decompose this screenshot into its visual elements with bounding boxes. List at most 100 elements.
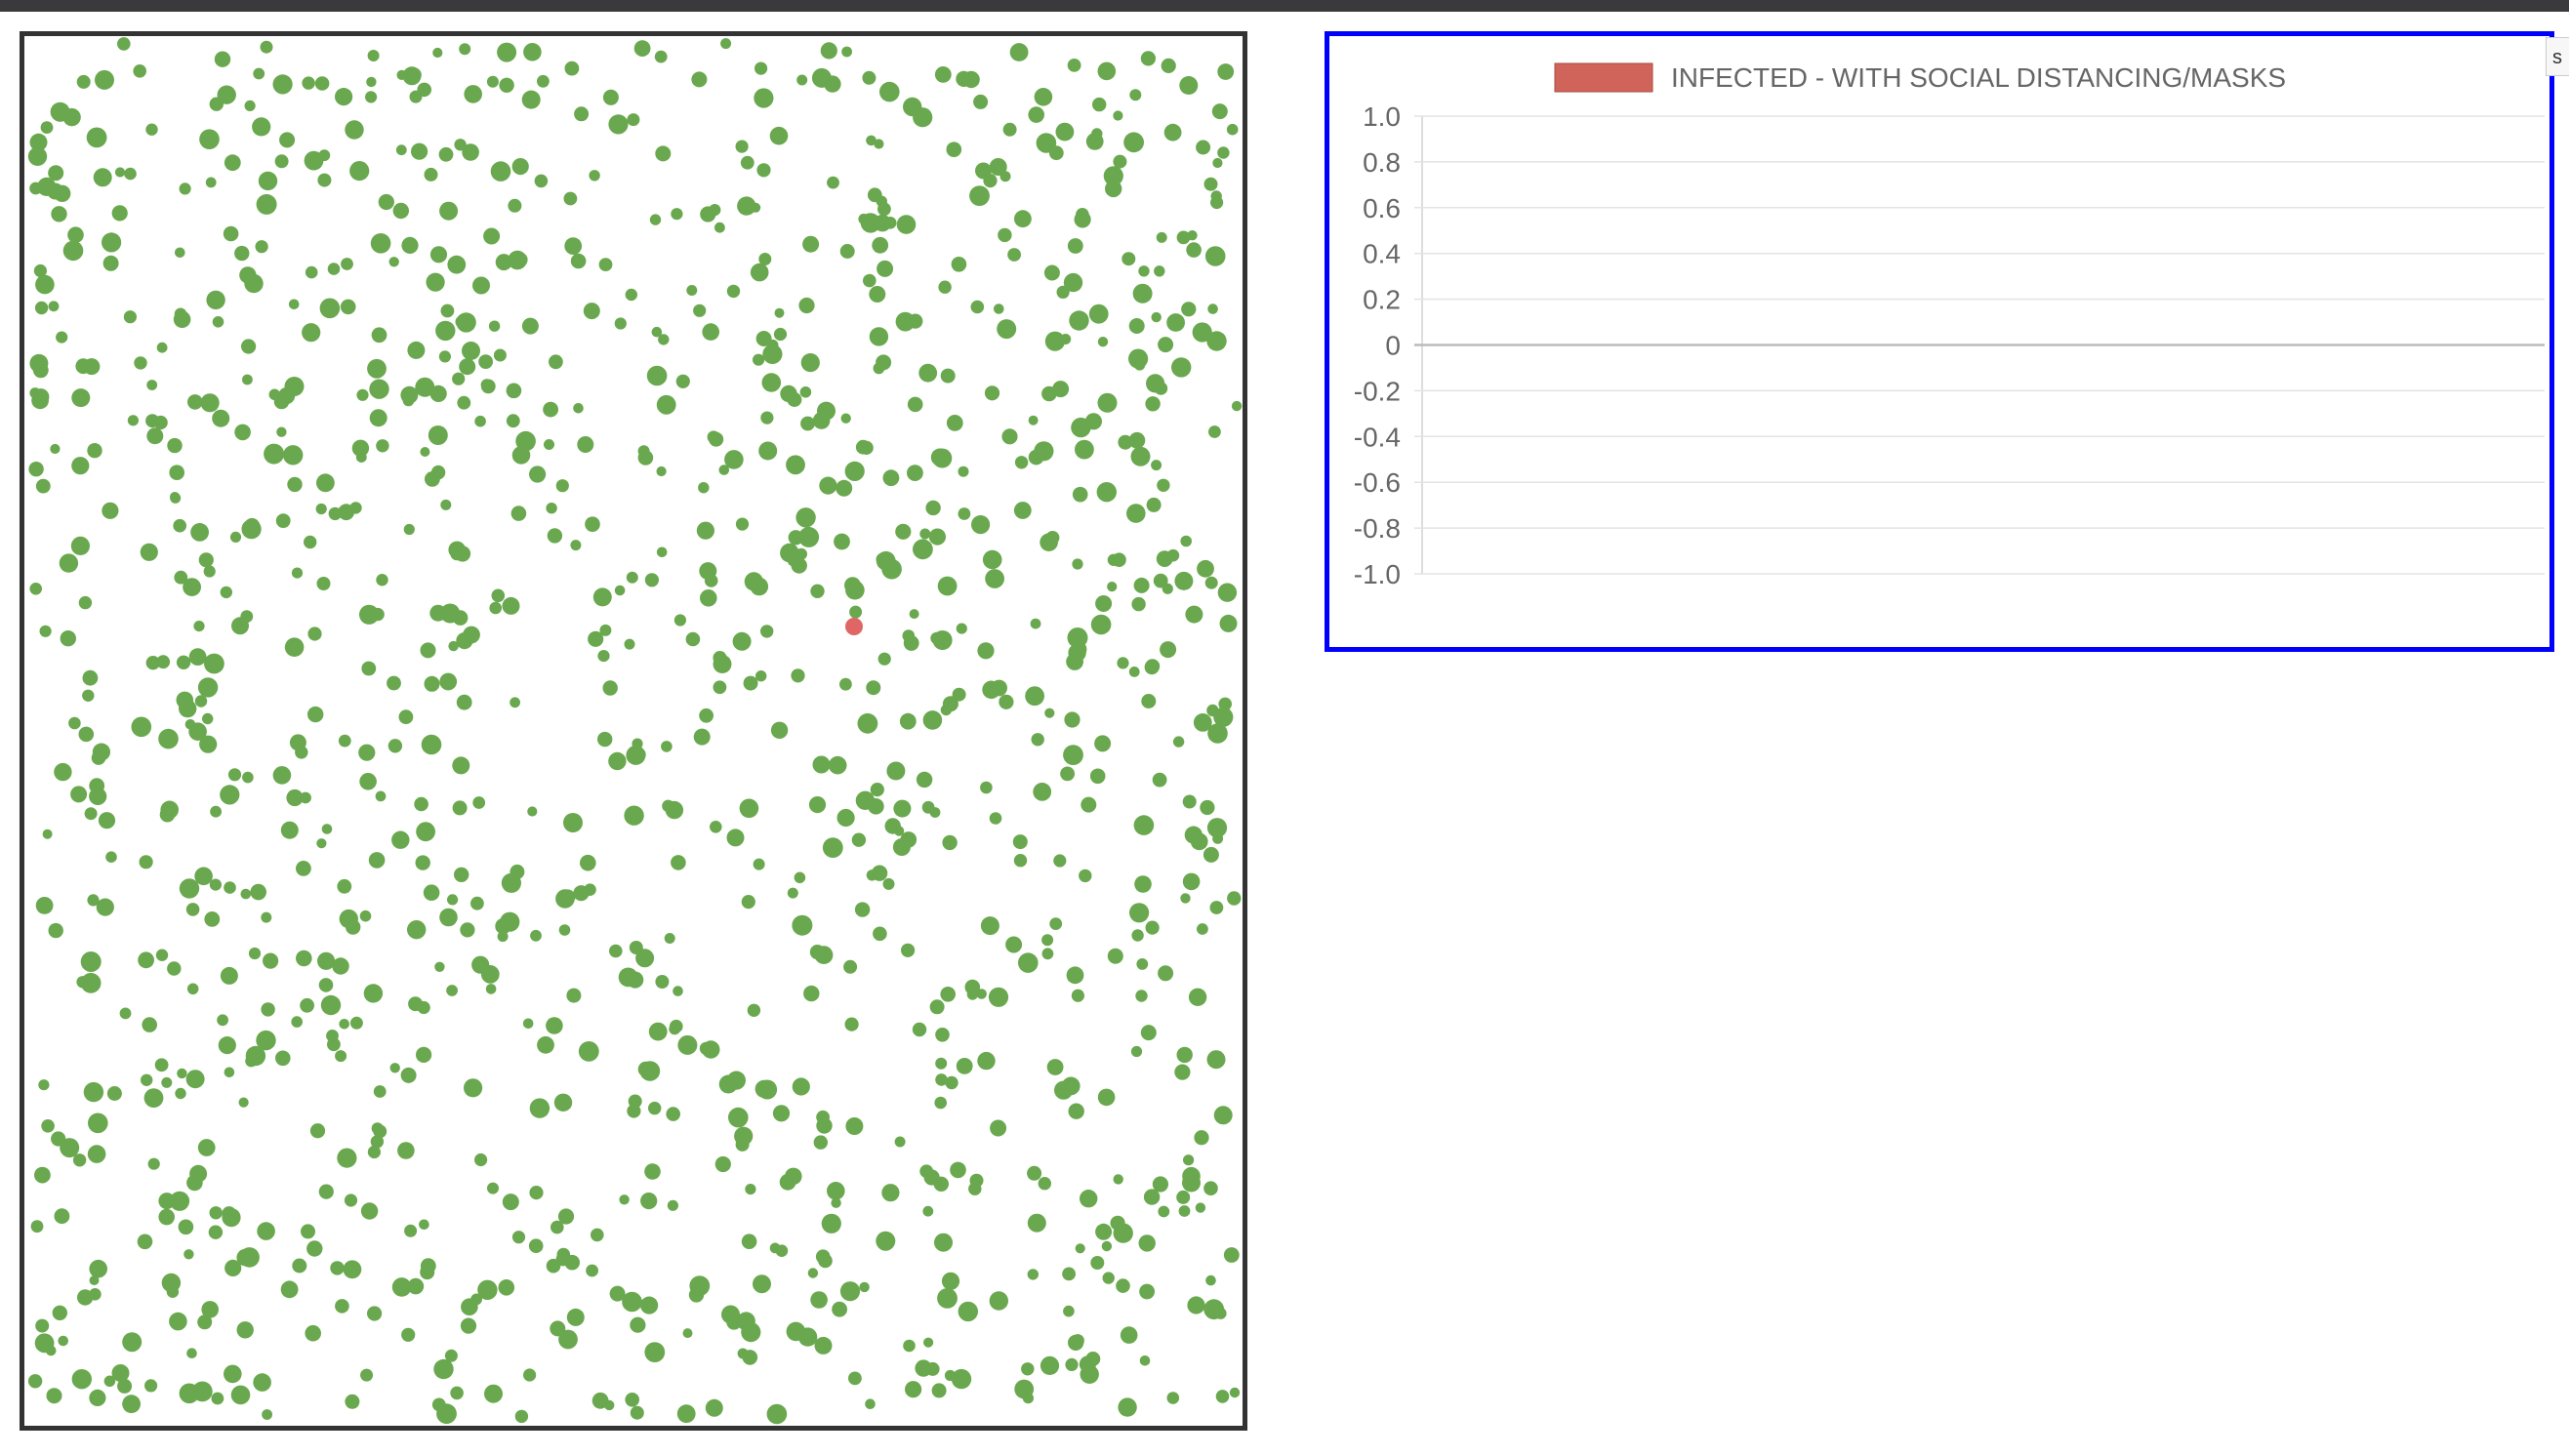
healthy-person-dot: [71, 1369, 92, 1390]
healthy-person-dot: [1129, 903, 1150, 923]
healthy-person-dot: [227, 768, 242, 782]
healthy-person-dot: [549, 354, 563, 370]
offscreen-control[interactable]: s: [2546, 37, 2569, 76]
healthy-person-dot: [989, 812, 1002, 825]
healthy-person-dot: [831, 1197, 841, 1208]
healthy-person-dot: [245, 1055, 258, 1068]
healthy-person-dot: [839, 244, 855, 259]
healthy-person-dot: [933, 1176, 949, 1193]
healthy-person-dot: [555, 479, 569, 493]
healthy-person-dot: [1133, 815, 1155, 835]
healthy-person-dot: [654, 50, 668, 63]
healthy-person-dot: [1152, 1176, 1168, 1193]
healthy-person-dot: [343, 1260, 362, 1279]
healthy-person-dot: [1135, 990, 1148, 1002]
healthy-person-dot: [705, 1398, 723, 1417]
healthy-person-dot: [158, 1208, 175, 1226]
healthy-person-dot: [89, 1288, 102, 1301]
healthy-person-dot: [989, 1291, 1008, 1311]
healthy-person-dot: [367, 50, 380, 61]
healthy-person-dot: [420, 1258, 436, 1274]
healthy-person-dot: [143, 1088, 164, 1108]
healthy-person-dot: [229, 531, 242, 543]
healthy-person-dot: [739, 798, 759, 819]
healthy-person-dot: [741, 895, 755, 910]
healthy-person-dot: [515, 163, 526, 174]
healthy-person-dot: [498, 1279, 515, 1296]
healthy-person-dot: [807, 1268, 819, 1278]
healthy-person-dot: [772, 1105, 791, 1122]
healthy-person-dot: [997, 319, 1017, 340]
healthy-person-dot: [223, 225, 239, 242]
healthy-person-dot: [248, 947, 262, 960]
healthy-person-dot: [241, 520, 258, 536]
healthy-person-dot: [1192, 322, 1212, 343]
healthy-person-dot: [230, 1385, 251, 1405]
healthy-person-dot: [893, 826, 905, 836]
healthy-person-dot: [649, 214, 662, 225]
healthy-person-dot: [758, 253, 772, 265]
healthy-person-dot: [179, 699, 197, 718]
healthy-person-dot: [1197, 923, 1208, 935]
healthy-person-dot: [391, 1277, 412, 1297]
healthy-person-dot: [930, 631, 943, 645]
healthy-person-dot: [376, 574, 388, 586]
healthy-person-dot: [471, 955, 490, 974]
healthy-person-dot: [877, 260, 894, 277]
healthy-person-dot: [1183, 1154, 1195, 1166]
healthy-person-dot: [1060, 766, 1075, 782]
healthy-person-dot: [40, 121, 54, 134]
healthy-person-dot: [1188, 988, 1207, 1006]
legend-swatch: [1554, 62, 1653, 93]
healthy-person-dot: [1041, 948, 1054, 960]
healthy-person-dot: [170, 492, 182, 504]
healthy-person-dot: [828, 755, 847, 775]
healthy-person-dot: [627, 1104, 641, 1118]
healthy-person-dot: [84, 807, 98, 821]
healthy-person-dot: [1063, 272, 1083, 293]
healthy-person-dot: [209, 97, 224, 111]
healthy-person-dot: [1097, 1088, 1116, 1107]
healthy-person-dot: [439, 672, 458, 691]
healthy-person-dot: [434, 961, 445, 972]
healthy-person-dot: [1141, 694, 1157, 708]
healthy-person-dot: [625, 1393, 639, 1407]
healthy-person-dot: [424, 675, 440, 692]
healthy-person-dot: [407, 1277, 425, 1295]
healthy-person-dot: [976, 989, 987, 999]
healthy-person-dot: [1227, 891, 1242, 906]
healthy-person-dot: [241, 339, 257, 354]
healthy-person-dot: [661, 741, 673, 752]
healthy-person-dot: [160, 800, 179, 820]
healthy-person-dot: [718, 1074, 738, 1094]
y-tick-label: 0: [1385, 331, 1401, 361]
healthy-person-dot: [913, 107, 933, 128]
healthy-person-dot: [34, 301, 49, 315]
healthy-person-dot: [279, 132, 296, 148]
healthy-person-dot: [714, 1155, 731, 1173]
healthy-person-dot: [93, 168, 112, 187]
healthy-person-dot: [1107, 582, 1118, 592]
healthy-person-dot: [840, 413, 851, 424]
healthy-person-dot: [1134, 875, 1152, 893]
healthy-person-dot: [78, 595, 93, 610]
healthy-person-dot: [366, 76, 377, 88]
healthy-person-dot: [35, 478, 51, 494]
healthy-person-dot: [766, 339, 779, 351]
chart-legend[interactable]: INFECTED - WITH SOCIAL DISTANCING/MASKS: [1554, 62, 2286, 93]
healthy-person-dot: [1217, 583, 1238, 602]
healthy-person-dot: [414, 796, 428, 812]
healthy-person-dot: [68, 716, 81, 730]
healthy-person-dot: [78, 726, 95, 743]
healthy-person-dot: [1101, 1240, 1113, 1252]
healthy-person-dot: [71, 388, 91, 408]
healthy-person-dot: [179, 1383, 200, 1404]
healthy-person-dot: [421, 734, 442, 755]
healthy-person-dot: [598, 258, 613, 271]
healthy-person-dot: [1107, 948, 1123, 964]
healthy-person-dot: [1151, 311, 1162, 323]
healthy-person-dot: [29, 133, 48, 151]
healthy-person-dot: [896, 215, 917, 234]
healthy-person-dot: [178, 1219, 194, 1235]
healthy-person-dot: [209, 1206, 223, 1220]
